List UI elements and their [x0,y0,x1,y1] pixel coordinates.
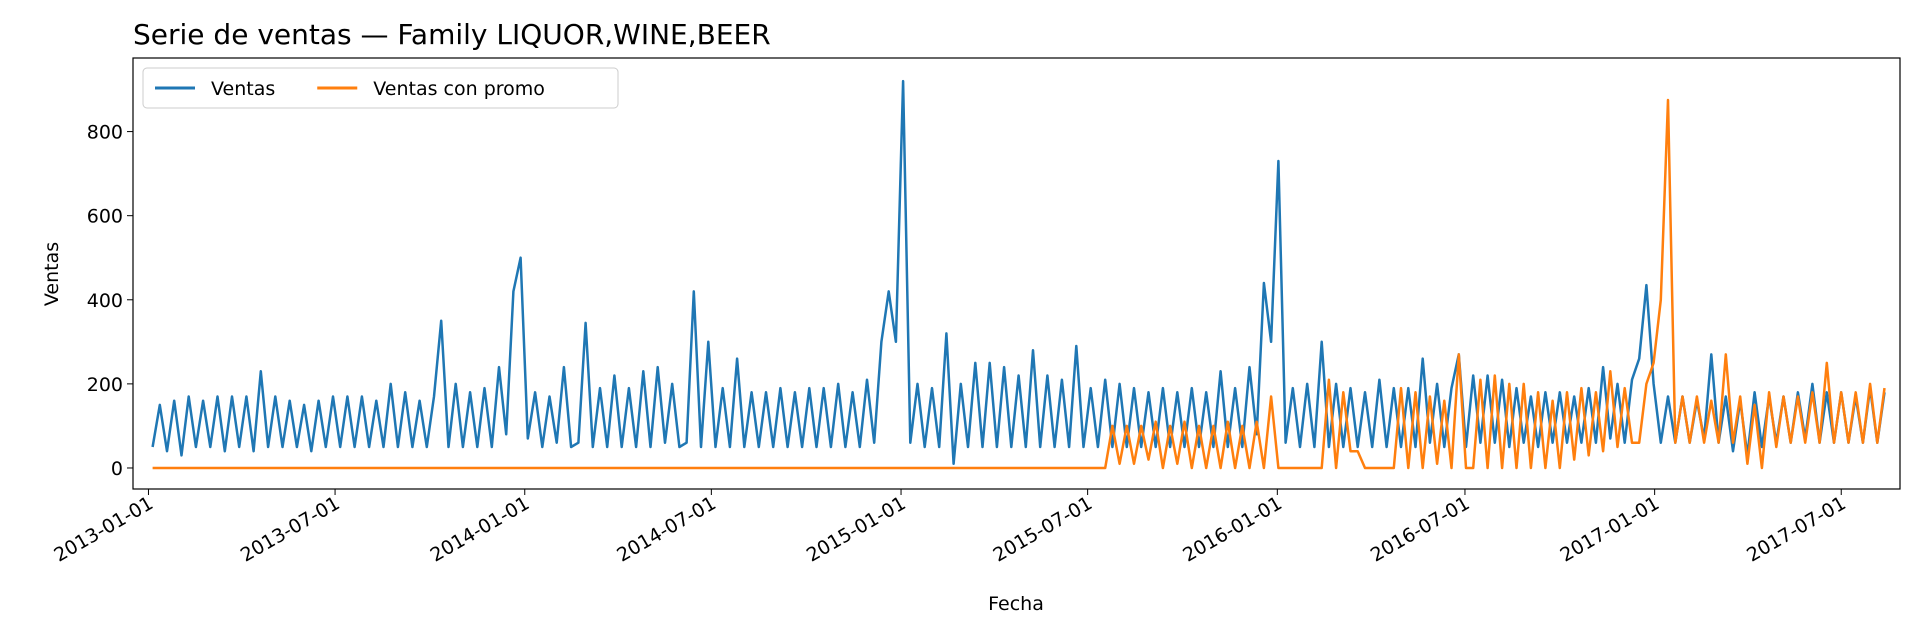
x-tick-label: 2014-01-01 [427,492,534,566]
x-tick-label: 2013-07-01 [237,492,344,566]
x-tick-label: 2013-01-01 [50,492,157,566]
x-axis-label: Fecha [988,593,1044,615]
y-tick-label: 600 [87,206,123,228]
legend-label: Ventas con promo [373,78,545,100]
legend-label: Ventas [211,78,275,100]
x-tick-label: 2015-01-01 [803,492,910,566]
x-tick-label: 2015-07-01 [990,492,1097,566]
plot-frame [132,57,1901,490]
series-line [152,98,1886,470]
x-tick-label: 2014-07-01 [613,492,720,566]
x-tick-label: 2017-01-01 [1557,492,1664,566]
y-tick-label: 800 [87,122,123,144]
y-tick-label: 400 [87,290,123,312]
y-axis-label: Ventas [41,242,63,306]
x-tick-label: 2017-07-01 [1743,492,1850,566]
x-tick-label: 2016-01-01 [1179,492,1286,566]
y-tick-label: 0 [111,458,123,480]
series-line [151,79,1886,466]
legend-box [142,67,619,109]
x-tick-label: 2016-07-01 [1367,492,1474,566]
y-tick-label: 200 [87,374,123,396]
chart-title: Serie de ventas — Family LIQUOR,WINE,BEE… [133,18,771,51]
